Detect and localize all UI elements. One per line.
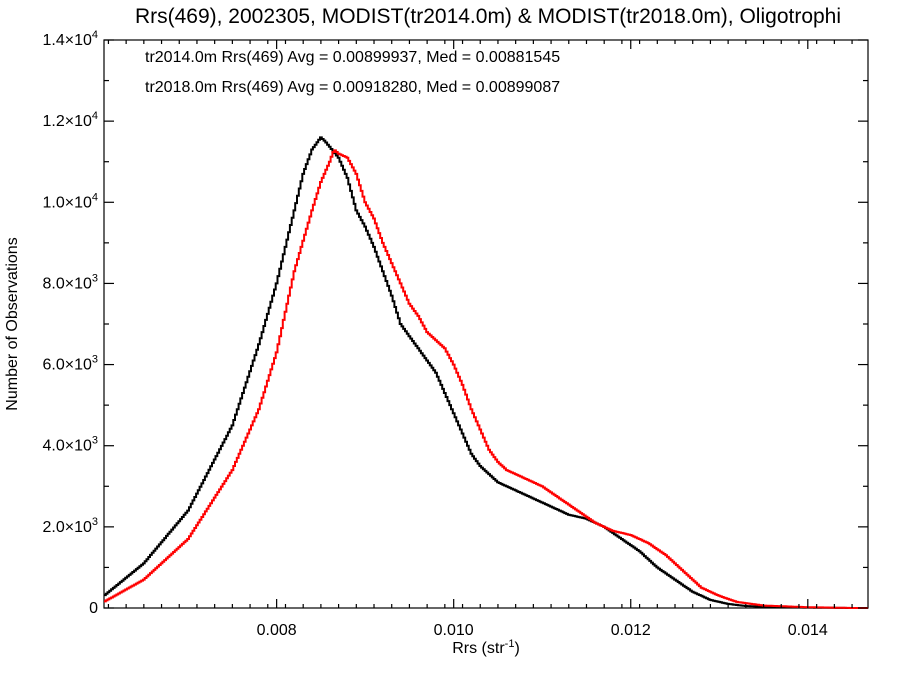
y-tick-label: 6.0×103 bbox=[42, 354, 98, 374]
y-axis-label: Number of Observations bbox=[4, 237, 21, 410]
y-tick-label: 4.0×103 bbox=[42, 435, 98, 455]
y-tick-label: 0 bbox=[89, 600, 98, 617]
x-axis-label: Rrs (str-1) bbox=[452, 638, 520, 657]
x-tick-label: 0.008 bbox=[257, 622, 297, 639]
y-tick-label: 1.2×104 bbox=[42, 110, 98, 130]
series-group bbox=[104, 136, 868, 609]
x-tick-label: 0.014 bbox=[788, 622, 828, 639]
y-tick-label: 1.4×104 bbox=[42, 29, 98, 49]
series-line-1 bbox=[104, 149, 868, 609]
y-tick-label: 2.0×103 bbox=[42, 516, 98, 536]
series-line-0 bbox=[104, 136, 868, 609]
y-tick-label: 1.0×104 bbox=[42, 191, 98, 211]
plot-frame bbox=[103, 39, 869, 609]
x-axis-label-exponent: -1 bbox=[505, 638, 515, 650]
y-tick-label: 8.0×103 bbox=[42, 272, 98, 292]
x-tick-label: 0.010 bbox=[434, 622, 474, 639]
axis-ticks: 0.008 0.010 0.012 0.014 0 2.0×103 4.0×103 6.0×1… bbox=[42, 29, 868, 639]
legend-entry-tr2014: tr2014.0m Rrs(469) Avg = 0.00899937, Med… bbox=[145, 49, 560, 66]
x-axis-label-close: ) bbox=[514, 640, 519, 657]
x-axis-label-base: Rrs (str bbox=[452, 640, 505, 657]
chart-title: Rrs(469), 2002305, MODIST(tr2014.0m) & M… bbox=[135, 5, 841, 28]
legend-entry-tr2018: tr2018.0m Rrs(469) Avg = 0.00918280, Med… bbox=[145, 79, 560, 96]
x-tick-label: 0.012 bbox=[611, 622, 651, 639]
